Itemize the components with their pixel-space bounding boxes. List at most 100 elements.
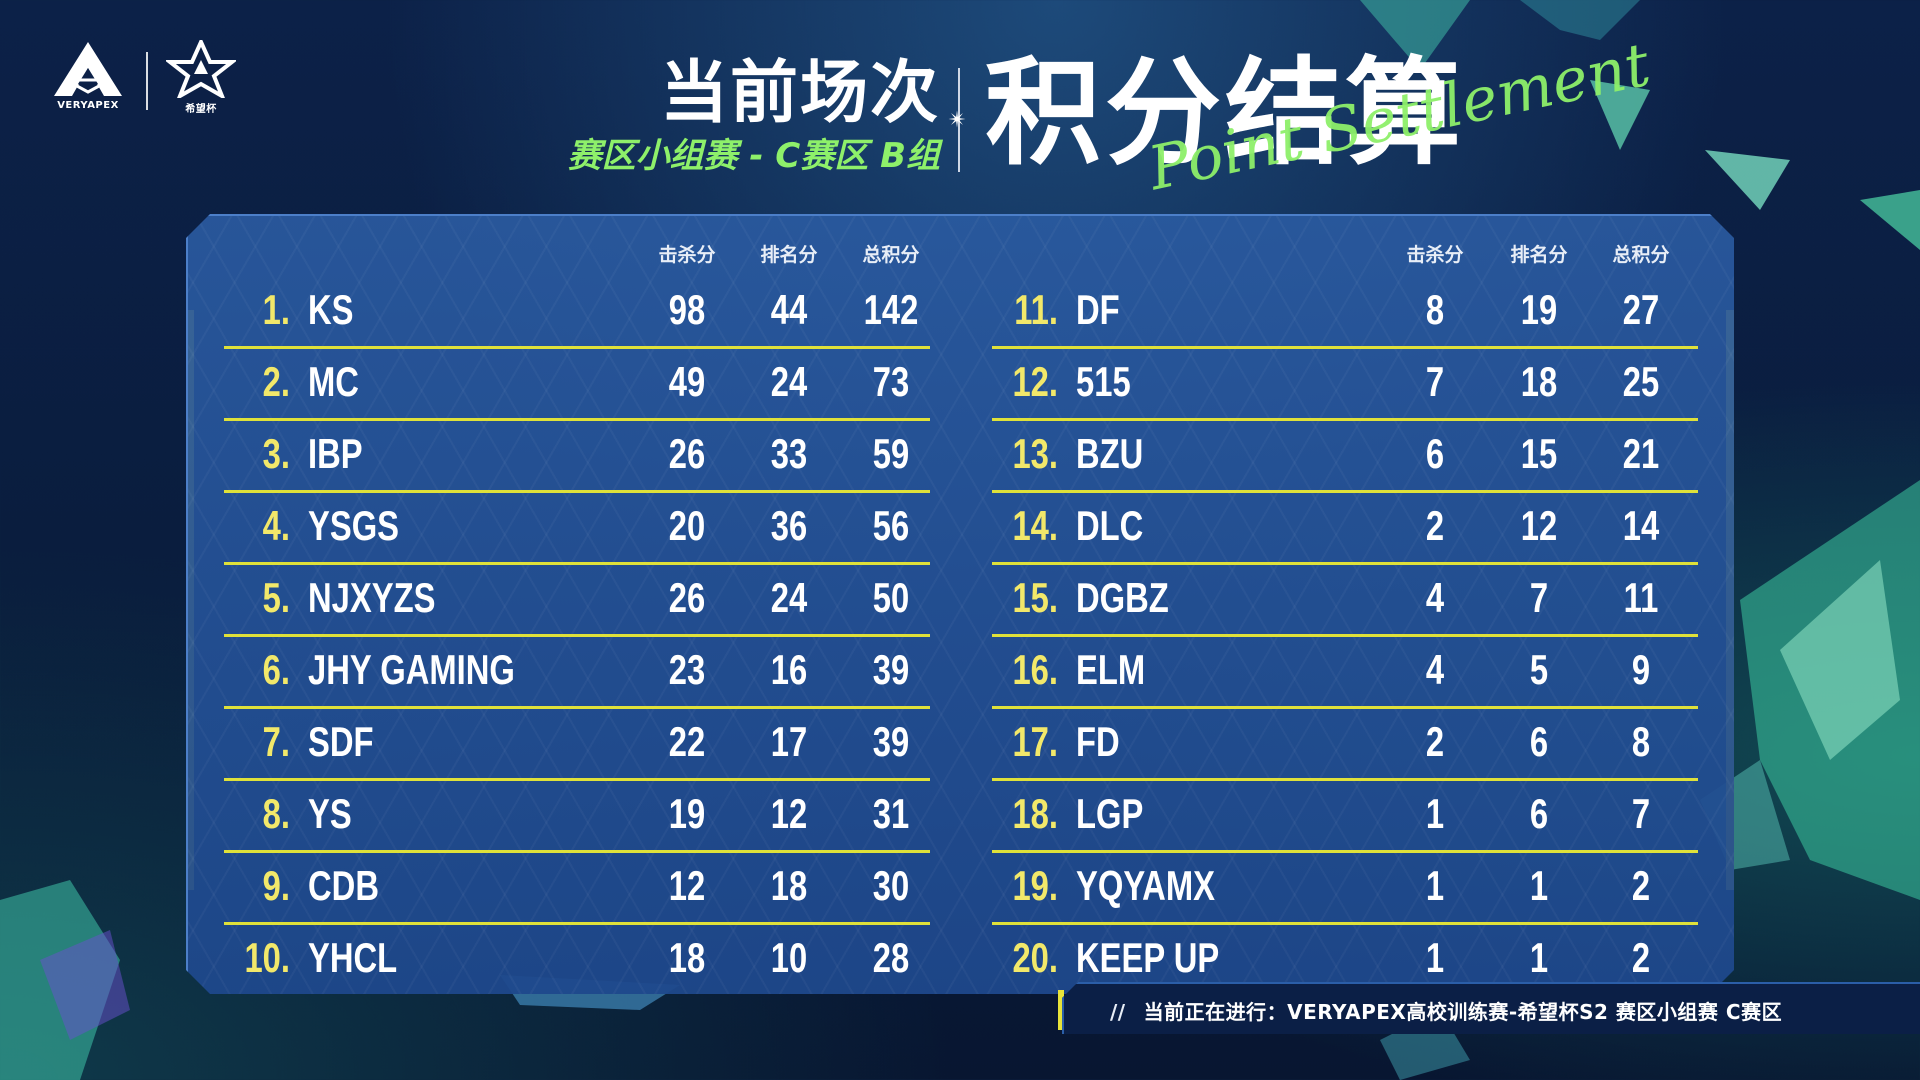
placement-points: 18	[1520, 358, 1558, 405]
total-points: 2	[1631, 862, 1651, 909]
kill-points: 26	[668, 430, 706, 477]
xiwangbei-emblem-icon	[166, 40, 236, 98]
veryapex-emblem-icon	[54, 42, 122, 96]
ticker-prefix: //	[1110, 1000, 1126, 1024]
xiwangbei-logo: 希望杯	[166, 40, 236, 115]
total-points: 31	[872, 790, 910, 837]
placement-points: 18	[770, 862, 808, 909]
kill-points: 1	[1425, 790, 1445, 837]
standing-row: 17. FD 2 6 8	[992, 706, 1698, 781]
team-name: KEEP UP	[1076, 934, 1220, 981]
standing-row: 8. YS 19 12 31	[224, 778, 930, 853]
total-points: 142	[863, 286, 919, 333]
kill-points: 98	[668, 286, 706, 333]
team-name: ELM	[1076, 646, 1146, 693]
total-points: 9	[1631, 646, 1651, 693]
total-points: 73	[872, 358, 910, 405]
team-rank: 2.	[262, 358, 290, 405]
veryapex-logo-caption: VERYAPEX	[57, 100, 119, 111]
ticker-text: 当前正在进行：VERYAPEX高校训练赛-希望杯S2 赛区小组赛 C赛区	[1143, 1000, 1783, 1024]
veryapex-logo: VERYAPEX	[52, 40, 124, 111]
standing-row: 6. JHY GAMING 23 16 39	[224, 634, 930, 709]
title-main: 当前场次	[659, 54, 940, 133]
placement-points: 36	[770, 502, 808, 549]
team-name: BZU	[1076, 430, 1144, 477]
header-placement: 排名分	[760, 244, 818, 266]
standing-row: 15. DGBZ 4 7 11	[992, 562, 1698, 637]
right-column-header: 击杀分 排名分 总积分	[992, 240, 1698, 270]
total-points: 27	[1622, 286, 1660, 333]
placement-points: 5	[1529, 646, 1549, 693]
placement-points: 16	[770, 646, 808, 693]
placement-points: 15	[1520, 430, 1558, 477]
standing-row: 18. LGP 1 6 7	[992, 778, 1698, 853]
team-rank: 1.	[262, 286, 290, 333]
total-points: 7	[1631, 790, 1651, 837]
kill-points: 4	[1425, 646, 1445, 693]
total-points: 39	[872, 646, 910, 693]
team-rank: 9.	[262, 862, 290, 909]
kill-points: 20	[668, 502, 706, 549]
team-rank: 17.	[1012, 718, 1058, 765]
header-total: 总积分	[862, 244, 920, 266]
team-name: LGP	[1076, 790, 1144, 837]
placement-points: 12	[1520, 502, 1558, 549]
title-block: 当前场次 赛区小组赛 - C赛区 B组	[440, 54, 941, 178]
standing-row: 3. IBP 26 33 59	[224, 418, 930, 493]
kill-points: 8	[1425, 286, 1445, 333]
kill-points: 4	[1425, 574, 1445, 621]
total-points: 8	[1631, 718, 1651, 765]
standing-row: 5. NJXYZS 26 24 50	[224, 562, 930, 637]
title-subtitle: 赛区小组赛 - C赛区 B组	[567, 136, 941, 176]
header-kill: 击杀分	[658, 244, 716, 266]
kill-points: 23	[668, 646, 706, 693]
standing-row: 14. DLC 2 12 14	[992, 490, 1698, 565]
placement-points: 12	[770, 790, 808, 837]
placement-points: 1	[1529, 862, 1549, 909]
team-rank: 14.	[1012, 502, 1058, 549]
title-big: 积分结算	[985, 46, 1465, 181]
placement-points: 44	[770, 286, 808, 333]
team-rank: 19.	[1012, 862, 1058, 909]
team-rank: 11.	[1014, 286, 1058, 333]
team-name: DGBZ	[1076, 574, 1169, 621]
standing-row: 11. DF 8 19 27	[992, 274, 1698, 349]
placement-points: 10	[770, 934, 808, 981]
team-rank: 3.	[262, 430, 290, 477]
team-name: YS	[308, 790, 352, 837]
team-rank: 6.	[262, 646, 290, 693]
kill-points: 1	[1425, 862, 1445, 909]
team-name: CDB	[308, 862, 379, 909]
placement-points: 17	[770, 718, 808, 765]
kill-points: 18	[668, 934, 706, 981]
standing-row: 2. MC 49 24 73	[224, 346, 930, 421]
kill-points: 19	[668, 790, 706, 837]
standing-row: 4. YSGS 20 36 56	[224, 490, 930, 565]
standing-row: 12. 515 7 18 25	[992, 346, 1698, 421]
kill-points: 2	[1425, 502, 1445, 549]
placement-points: 6	[1529, 718, 1549, 765]
team-rank: 18.	[1012, 790, 1058, 837]
standing-row: 7. SDF 22 17 39	[224, 706, 930, 781]
team-rank: 15.	[1012, 574, 1058, 621]
ticker-accent	[1058, 990, 1064, 1030]
team-name: YHCL	[308, 934, 398, 981]
standing-row: 1. KS 98 44 142	[224, 274, 930, 349]
team-name: SDF	[308, 718, 374, 765]
total-points: 30	[872, 862, 910, 909]
team-name: 515	[1076, 358, 1131, 405]
team-rank: 12.	[1012, 358, 1058, 405]
team-rank: 13.	[1012, 430, 1058, 477]
kill-points: 49	[668, 358, 706, 405]
panel-hex-pattern	[188, 216, 1734, 994]
team-rank: 8.	[262, 790, 290, 837]
standings-panel: 击杀分 排名分 总积分 1. KS 98 44 142 2. MC 49 24 73 3. IBP 26…	[186, 214, 1734, 994]
placement-points: 33	[770, 430, 808, 477]
team-rank: 10.	[244, 934, 290, 981]
placement-points: 24	[770, 358, 808, 405]
standing-row: 16. ELM 4 5 9	[992, 634, 1698, 709]
total-points: 21	[1622, 430, 1660, 477]
standing-row: 10. YHCL 18 10 28	[224, 922, 930, 994]
team-name: MC	[308, 358, 359, 405]
team-name: JHY GAMING	[308, 646, 515, 693]
